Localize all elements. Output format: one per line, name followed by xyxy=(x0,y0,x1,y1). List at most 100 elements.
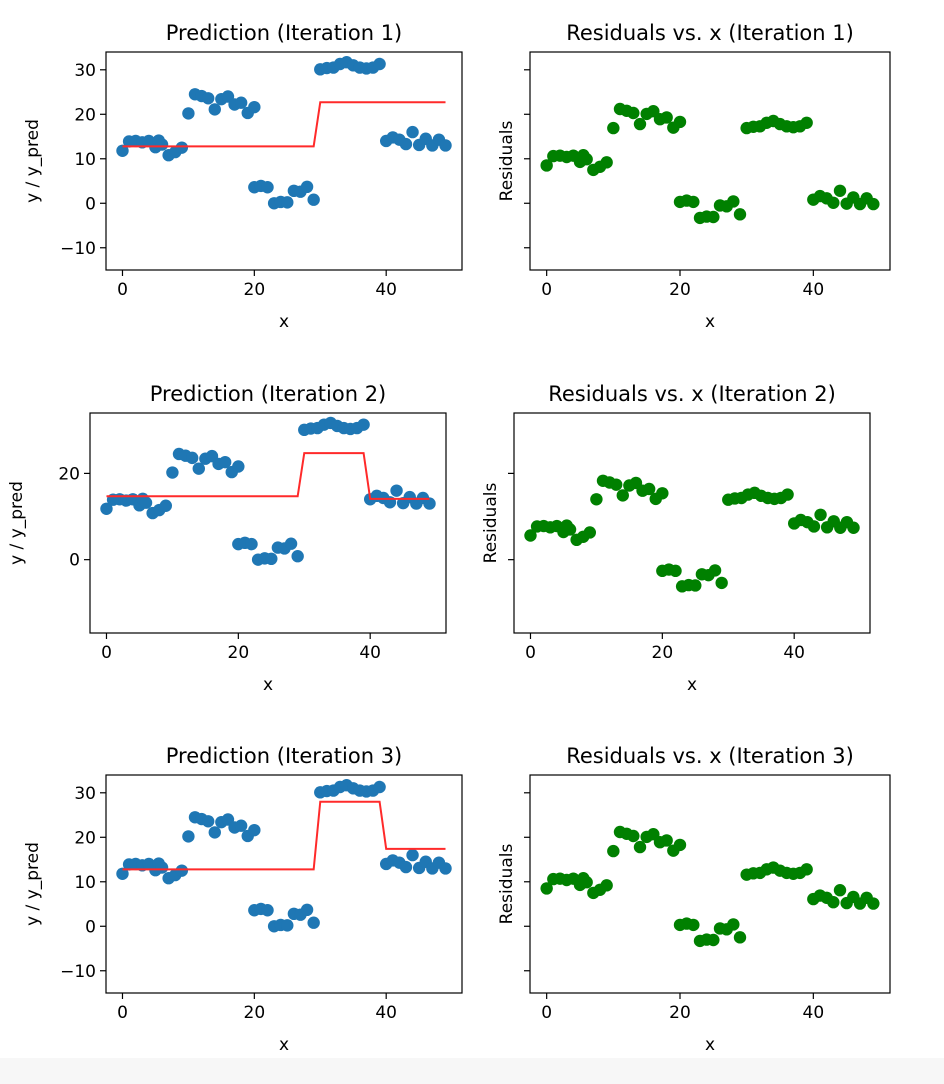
data-point xyxy=(248,100,261,114)
data-point xyxy=(814,508,827,522)
data-point xyxy=(727,918,740,931)
data-point xyxy=(600,156,613,169)
panel-3: Prediction (Iteration 2) x y / y_pred 0 20 40… xyxy=(7,382,447,695)
data-point xyxy=(800,116,813,129)
data-point xyxy=(833,184,847,197)
data-point xyxy=(201,92,215,105)
x-axis-label: x xyxy=(705,1035,715,1055)
data-point xyxy=(800,863,813,876)
data-point xyxy=(607,121,620,135)
x-tick-label: 20 xyxy=(669,1003,691,1023)
data-point xyxy=(261,181,274,194)
prediction-line xyxy=(122,101,446,148)
data-point xyxy=(281,919,294,932)
data-point xyxy=(300,180,314,194)
data-point xyxy=(155,138,169,151)
x-tick-label: 0 xyxy=(117,1003,128,1023)
data-point xyxy=(208,103,221,116)
data-point xyxy=(139,496,153,509)
data-point xyxy=(580,876,593,889)
data-point xyxy=(583,526,597,539)
x-tick-label: 0 xyxy=(117,280,128,300)
data-point xyxy=(175,864,189,877)
data-point xyxy=(439,862,452,875)
axes-frame xyxy=(105,51,463,271)
data-point xyxy=(234,96,248,109)
data-point xyxy=(633,117,647,131)
data-point xyxy=(827,896,840,909)
data-point xyxy=(715,576,728,590)
prediction-line xyxy=(122,800,446,871)
data-point xyxy=(673,838,687,852)
data-point xyxy=(580,153,593,166)
data-point xyxy=(867,897,880,910)
y-axis-label: y / y_pred xyxy=(7,481,27,565)
data-point xyxy=(390,484,403,497)
data-point xyxy=(673,115,687,129)
y-tick-label: 20 xyxy=(74,828,96,848)
x-axis-label: x xyxy=(687,675,697,695)
x-tick-label: 20 xyxy=(228,643,250,663)
data-point xyxy=(307,193,320,206)
data-point xyxy=(689,579,702,592)
data-point xyxy=(540,882,553,895)
axes-frame xyxy=(529,774,891,994)
prediction-line xyxy=(106,452,430,500)
y-tick-label: 20 xyxy=(74,105,96,125)
x-tick-label: 40 xyxy=(375,280,397,300)
data-point xyxy=(245,537,258,551)
data-point xyxy=(727,195,740,208)
x-tick-label: 20 xyxy=(244,280,266,300)
x-tick-label: 20 xyxy=(244,1003,266,1023)
data-point xyxy=(660,834,673,847)
data-point xyxy=(284,537,298,550)
y-tick-label: 0 xyxy=(85,917,96,937)
panel-title: Prediction (Iteration 1) xyxy=(166,21,403,45)
bottom-band xyxy=(0,1058,944,1084)
panel-title: Residuals vs. x (Iteration 1) xyxy=(566,21,854,45)
y-tick-label: 0 xyxy=(69,551,80,571)
data-point xyxy=(847,521,860,534)
data-point xyxy=(373,780,386,794)
data-point xyxy=(540,159,553,172)
data-point xyxy=(669,564,682,578)
data-point xyxy=(192,462,205,475)
y-axis-label: y / y_pred xyxy=(23,119,43,203)
panel-title: Prediction (Iteration 2) xyxy=(150,382,387,406)
plot-area xyxy=(116,56,452,210)
data-point xyxy=(867,197,880,211)
x-axis-label: x xyxy=(279,1035,289,1055)
data-point xyxy=(627,829,640,843)
data-point xyxy=(307,916,320,929)
data-point xyxy=(687,918,700,932)
panel-4: Residuals vs. x (Iteration 2) x Residuals 0… xyxy=(481,382,871,695)
x-axis-label: x xyxy=(279,312,289,332)
data-point xyxy=(423,497,436,510)
y-tick-label: −10 xyxy=(60,239,96,259)
data-point xyxy=(281,196,294,209)
x-tick-label: 0 xyxy=(525,643,536,663)
data-point xyxy=(182,107,195,120)
data-point xyxy=(300,903,314,917)
data-point xyxy=(524,529,537,542)
y-tick-label: 30 xyxy=(74,61,96,81)
data-point xyxy=(155,861,169,874)
plot-area xyxy=(524,474,860,593)
plot-area xyxy=(540,102,880,225)
y-tick-label: 10 xyxy=(74,150,96,170)
x-axis-label: x xyxy=(263,675,273,695)
x-tick-label: 20 xyxy=(669,280,691,300)
data-point xyxy=(827,196,840,209)
data-point xyxy=(201,815,215,828)
data-point xyxy=(232,460,245,473)
data-point xyxy=(166,466,179,479)
panel-title: Residuals vs. x (Iteration 3) xyxy=(566,744,854,768)
plot-area xyxy=(100,416,436,566)
data-point xyxy=(607,844,620,858)
data-point xyxy=(439,139,452,152)
y-axis-label: Residuals xyxy=(497,121,517,202)
data-point xyxy=(656,487,669,500)
data-point xyxy=(208,826,221,839)
data-point xyxy=(399,860,413,874)
